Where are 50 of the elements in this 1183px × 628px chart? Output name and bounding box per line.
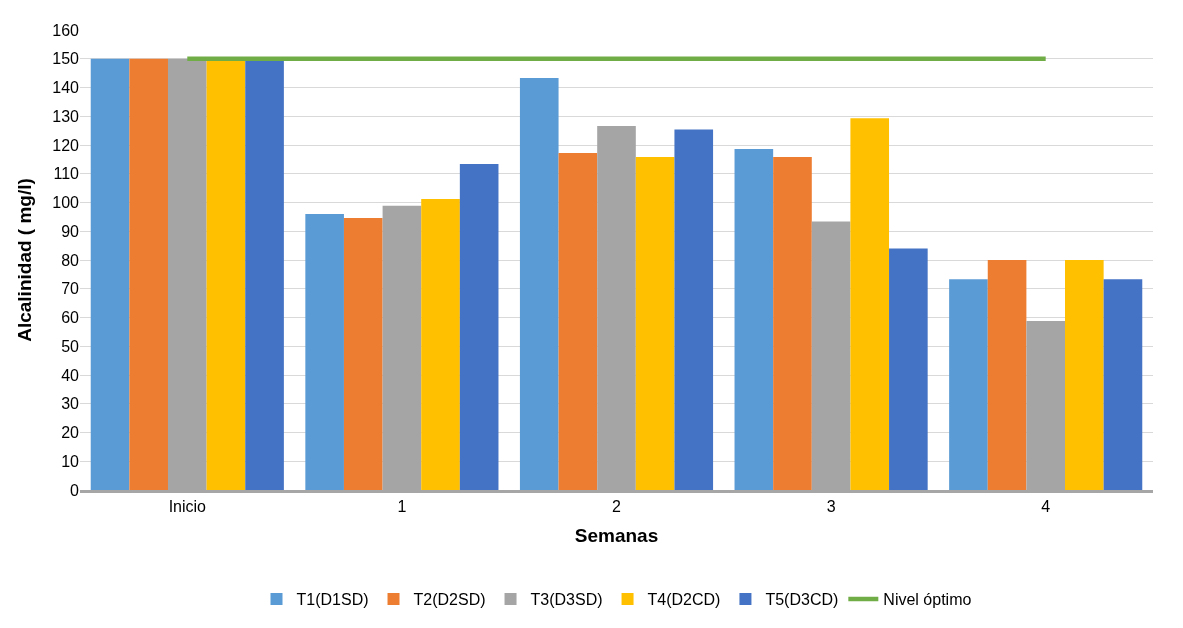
y-tick-label: 20 <box>61 424 80 442</box>
y-tick-label: 30 <box>61 395 80 413</box>
bar <box>949 279 988 490</box>
bar <box>421 199 460 490</box>
bar <box>129 58 168 490</box>
y-tick-label: 80 <box>61 251 80 269</box>
y-tick-label: 120 <box>52 136 80 154</box>
bar <box>558 153 598 490</box>
y-tick-label: 140 <box>52 79 80 97</box>
bar <box>635 157 675 490</box>
bar <box>519 78 559 490</box>
x-tick-label: 1 <box>397 498 407 516</box>
y-tick-label: 90 <box>61 222 80 240</box>
y-axis-title: Alcalinidad ( mg/l) <box>14 178 36 342</box>
x-tick-label: 2 <box>612 498 622 516</box>
y-tick-label: 100 <box>52 194 80 212</box>
x-tick-label: 3 <box>826 498 836 516</box>
y-tick-label: 40 <box>61 366 80 384</box>
x-tick-label: 4 <box>1041 498 1051 516</box>
x-tick-label: Inicio <box>168 498 207 516</box>
y-tick-label: 130 <box>52 107 80 125</box>
y-tick-label: 60 <box>61 309 80 327</box>
bar <box>1065 260 1104 490</box>
y-tick-label: 10 <box>61 452 80 470</box>
y-tick-label: 150 <box>52 50 80 68</box>
legend-label: T5(D3CD) <box>765 591 839 609</box>
bar <box>674 129 714 490</box>
bar <box>889 248 928 490</box>
bar <box>305 214 344 490</box>
y-tick-label: 160 <box>52 21 80 39</box>
bar <box>206 58 246 490</box>
bar <box>343 218 383 490</box>
bar <box>773 157 812 490</box>
bar <box>987 260 1027 490</box>
legend-label: T3(D3SD) <box>530 591 603 609</box>
y-tick-label: 50 <box>61 337 80 355</box>
bar <box>734 149 774 490</box>
bar <box>1103 279 1143 490</box>
legend-label: T4(D2CD) <box>647 591 721 609</box>
bar <box>850 118 890 490</box>
y-tick-label: 70 <box>61 280 80 298</box>
bar <box>245 58 284 490</box>
x-axis-title: Semanas <box>574 525 659 546</box>
legend-label: T2(D2SD) <box>413 591 486 609</box>
legend-label: Nivel óptimo <box>883 591 972 609</box>
y-tick-label: 0 <box>70 481 80 499</box>
bar <box>90 58 130 490</box>
bar <box>459 163 499 490</box>
y-tick-label: 110 <box>53 165 80 183</box>
legend-label: T1(D1SD) <box>296 591 369 609</box>
